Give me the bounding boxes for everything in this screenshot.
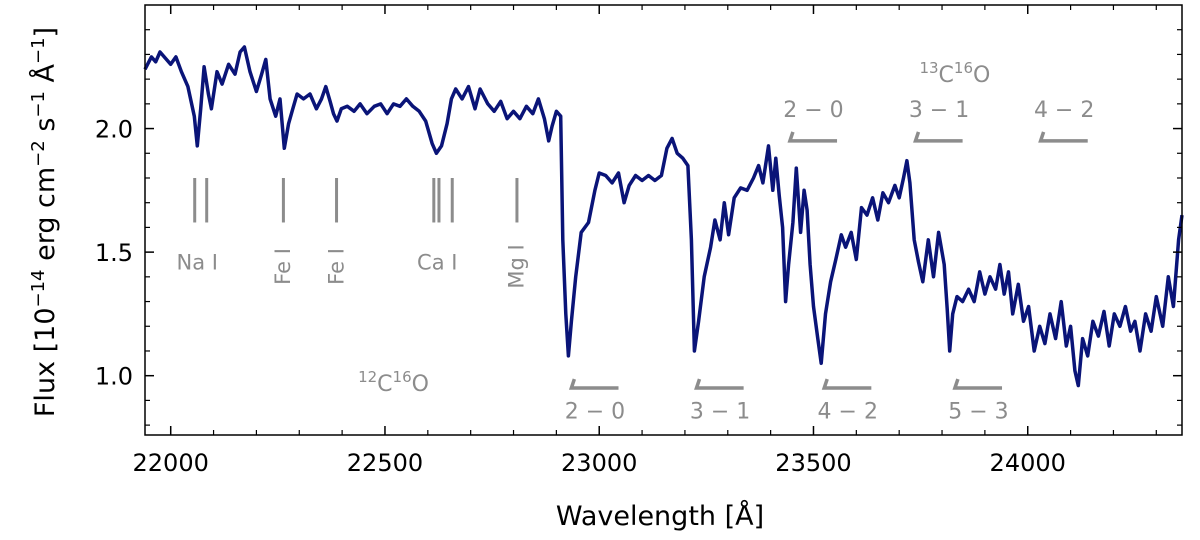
atomic-line-label: Ca I: [417, 250, 457, 274]
line-annotations: Na I Fe I Fe I Ca I Mg I 2 − 0 3 − 1 4 − 2 5 − 3…: [177, 59, 1095, 424]
axis-ticks: 22000 22500 23000 23500 24000 1.0 1.5 2.0: [95, 5, 1182, 477]
spectrum-line: [143, 45, 1184, 388]
x-tick-label: 22500: [347, 449, 423, 477]
co12-bandhead-label: 4 − 2: [818, 399, 878, 424]
y-axis-title-prefix: Flux [10: [30, 307, 61, 417]
atomic-line-label: Mg I: [505, 244, 529, 288]
x-tick-label: 22000: [133, 449, 209, 477]
y-tick-label: 1.5: [95, 239, 133, 267]
y-axis-title-unit1: erg cm: [30, 167, 61, 270]
atomic-line-label: Na I: [177, 250, 218, 274]
y-axis-title-unit3: Å: [29, 63, 61, 91]
y-axis-title-exp2: −2: [28, 140, 49, 167]
co13-bandhead-mark: [1038, 131, 1088, 143]
co12-bandhead-label: 3 − 1: [690, 399, 750, 424]
plot-frame: [144, 4, 1183, 436]
co13-bandhead-label: 3 − 1: [909, 98, 969, 123]
co12-bandhead-mark: [821, 378, 872, 390]
co12-bandhead-mark: [952, 378, 1003, 390]
co13-bandhead-label: 2 − 0: [783, 98, 843, 123]
co12-bandhead-label: 5 − 3: [948, 399, 1008, 424]
x-tick-label: 23000: [561, 449, 637, 477]
x-tick-label: 24000: [990, 449, 1066, 477]
co13-molecule-label: 13C16O: [919, 59, 990, 88]
y-axis-title-exp1: −14: [28, 269, 49, 307]
y-axis-title-exp3: −1: [28, 91, 49, 118]
co12-bandhead-mark: [568, 378, 619, 390]
x-tick-label: 23500: [775, 449, 851, 477]
atomic-line-label: Fe I: [271, 248, 295, 285]
co12-bandhead-label: 2 − 0: [565, 399, 625, 424]
y-tick-label: 2.0: [95, 116, 133, 144]
y-axis-title: Flux [10−14 erg cm−2 s−1 Å−1]: [28, 27, 62, 417]
y-axis-title-unit2: s: [30, 118, 61, 141]
co12-bandhead-mark: [694, 378, 744, 390]
x-axis-title: Wavelength [Å]: [556, 500, 764, 532]
co13-bandhead-mark: [787, 131, 838, 143]
y-axis-title-suffix: ]: [30, 27, 61, 38]
co12-molecule-label: 12C16O: [358, 368, 429, 397]
y-tick-label: 1.0: [95, 363, 133, 391]
atomic-line-label: Fe I: [324, 248, 348, 285]
co13-bandhead-label: 4 − 2: [1034, 98, 1094, 123]
y-axis-title-exp4: −1: [28, 37, 49, 64]
co13-bandhead-mark: [913, 131, 963, 143]
